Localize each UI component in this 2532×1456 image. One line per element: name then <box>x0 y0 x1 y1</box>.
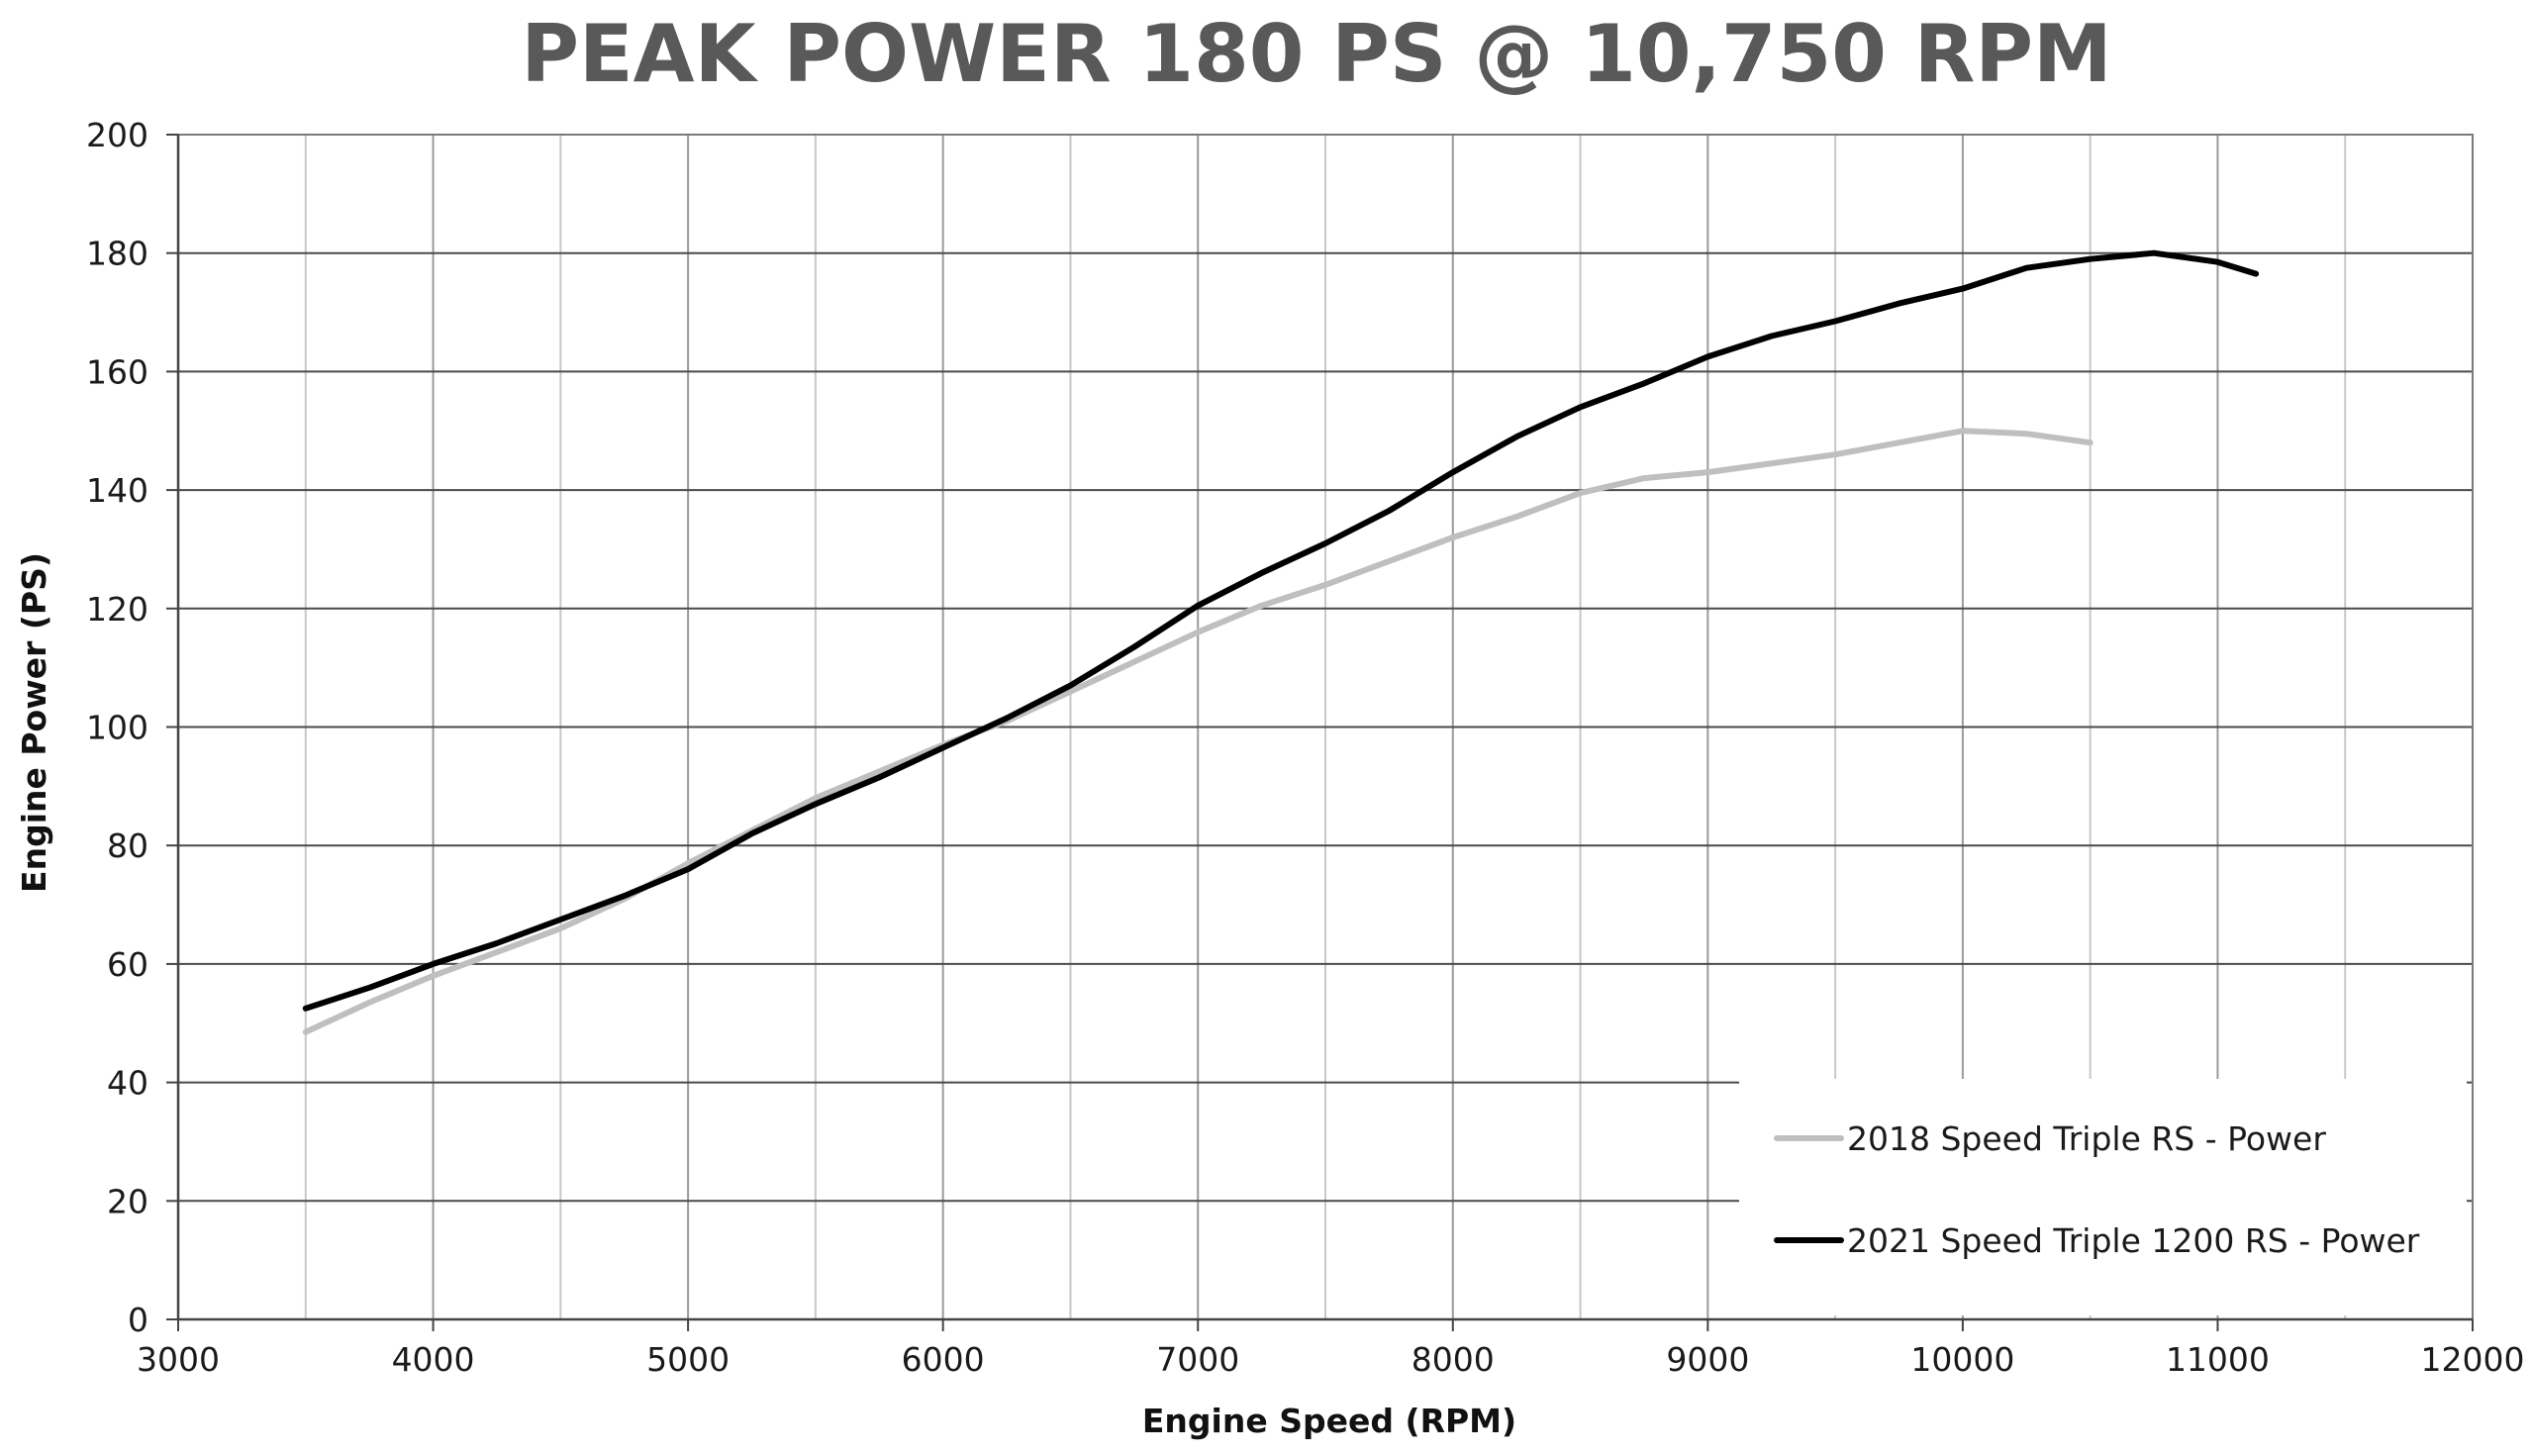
y-tick-label: 100 <box>86 709 148 747</box>
legend: 2018 Speed Triple RS - Power 2021 Speed T… <box>1774 1119 2420 1260</box>
legend-background <box>1739 1079 2467 1315</box>
x-tick-label: 4000 <box>392 1340 475 1379</box>
x-tick-label: 5000 <box>646 1340 730 1379</box>
x-tick-label: 7000 <box>1156 1340 1239 1379</box>
x-tick-label: 6000 <box>902 1340 985 1379</box>
y-tick-label: 140 <box>86 471 148 510</box>
grid <box>177 134 2474 1320</box>
x-tick-label: 12000 <box>2421 1340 2525 1379</box>
y-tick-label: 120 <box>86 590 148 629</box>
y-tick-label: 80 <box>107 826 148 865</box>
axes: 3000 4000 5000 6000 7000 8000 9000 10000 11000 12… <box>86 116 2524 1379</box>
y-tick-label: 200 <box>86 116 148 154</box>
x-axis-label: Engine Speed (RPM) <box>1142 1402 1516 1440</box>
x-tick-label: 3000 <box>137 1340 220 1379</box>
y-tick-label: 160 <box>86 352 148 391</box>
x-tick-label: 11000 <box>2166 1340 2270 1379</box>
series-line-2 <box>302 249 2260 1012</box>
y-tick-label: 180 <box>86 235 148 273</box>
x-tick-label: 10000 <box>1910 1340 2014 1379</box>
y-tick-label: 60 <box>107 945 148 984</box>
y-tick-label: 20 <box>107 1182 148 1220</box>
series-lines <box>302 249 2260 1035</box>
chart-title: PEAK POWER 180 PS @ 10,750 RPM <box>521 8 2111 100</box>
legend-label-1: 2018 Speed Triple RS - Power <box>1847 1119 2326 1158</box>
y-tick-label: 40 <box>107 1064 148 1103</box>
legend-label-2: 2021 Speed Triple 1200 RS - Power <box>1847 1221 2420 1260</box>
series-line-1 <box>302 428 2094 1035</box>
y-axis-label: Engine Power (PS) <box>15 552 53 893</box>
x-tick-label: 8000 <box>1412 1340 1495 1379</box>
y-tick-label: 0 <box>128 1301 148 1339</box>
x-tick-label: 9000 <box>1666 1340 1749 1379</box>
